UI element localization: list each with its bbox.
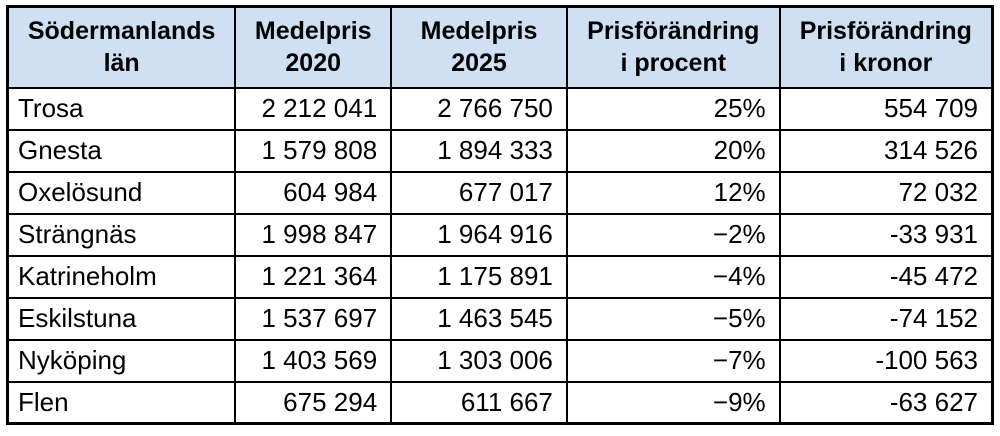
price-change-table: Södermanlands län Medelpris 2020 Medelpr… — [6, 5, 994, 425]
municipality-cell: Katrineholm — [6, 254, 237, 299]
change-percent-cell: −7% — [565, 338, 781, 383]
price-2020-cell: 1 998 847 — [234, 212, 393, 257]
price-2025-cell: 1 894 333 — [390, 128, 568, 173]
change-percent-cell: −9% — [565, 380, 781, 425]
change-kronor-cell: -74 152 — [778, 296, 994, 341]
change-percent-cell: 20% — [565, 128, 781, 173]
price-2025-cell: 677 017 — [390, 170, 568, 215]
change-kronor-cell: 72 032 — [778, 170, 994, 215]
price-2020-cell: 1 221 364 — [234, 254, 393, 299]
price-2020-cell: 1 537 697 — [234, 296, 393, 341]
header-row: Södermanlands län Medelpris 2020 Medelpr… — [6, 5, 994, 89]
price-2025-cell: 1 175 891 — [390, 254, 568, 299]
municipality-cell: Strängnäs — [6, 212, 237, 257]
municipality-cell: Flen — [6, 380, 237, 425]
header-price-2025-line1: Medelpris — [420, 17, 538, 46]
municipality-cell: Trosa — [6, 86, 237, 131]
change-kronor-cell: 554 709 — [778, 86, 994, 131]
change-kronor-cell: -100 563 — [778, 338, 994, 383]
change-percent-cell: −4% — [565, 254, 781, 299]
header-region-line2: län — [103, 49, 140, 78]
table-row: Katrineholm 1 221 364 1 175 891 −4% -45 … — [6, 254, 994, 299]
column-header-change-percent: Prisförändring i procent — [565, 5, 781, 89]
header-region-line1: Södermanlands — [27, 17, 216, 46]
change-kronor-cell: 314 526 — [778, 128, 994, 173]
price-2025-cell: 1 964 916 — [390, 212, 568, 257]
column-header-change-kronor: Prisförändring i kronor — [778, 5, 994, 89]
change-kronor-cell: -63 627 — [778, 380, 994, 425]
header-change-kronor-line1: Prisförändring — [799, 17, 972, 46]
column-header-price-2020: Medelpris 2020 — [234, 5, 393, 89]
price-2020-cell: 1 403 569 — [234, 338, 393, 383]
price-2020-cell: 2 212 041 — [234, 86, 393, 131]
table-row: Trosa 2 212 041 2 766 750 25% 554 709 — [6, 86, 994, 131]
header-change-percent-line1: Prisförändring — [587, 17, 760, 46]
change-percent-cell: −2% — [565, 212, 781, 257]
change-percent-cell: 25% — [565, 86, 781, 131]
table-row: Flen 675 294 611 667 −9% -63 627 — [6, 380, 994, 425]
table-row: Nyköping 1 403 569 1 303 006 −7% -100 56… — [6, 338, 994, 383]
table-row: Strängnäs 1 998 847 1 964 916 −2% -33 93… — [6, 212, 994, 257]
header-price-2020-line1: Medelpris — [254, 17, 372, 46]
header-change-percent-line2: i procent — [620, 49, 727, 78]
table-row: Gnesta 1 579 808 1 894 333 20% 314 526 — [6, 128, 994, 173]
municipality-cell: Eskilstuna — [6, 296, 237, 341]
municipality-cell: Gnesta — [6, 128, 237, 173]
table-header: Södermanlands län Medelpris 2020 Medelpr… — [6, 5, 994, 89]
price-2025-cell: 2 766 750 — [390, 86, 568, 131]
header-price-2020-line2: 2020 — [285, 49, 342, 78]
header-change-kronor-line2: i kronor — [839, 49, 933, 78]
column-header-region: Södermanlands län — [6, 5, 237, 89]
table-row: Oxelösund 604 984 677 017 12% 72 032 — [6, 170, 994, 215]
price-2025-cell: 611 667 — [390, 380, 568, 425]
change-kronor-cell: -45 472 — [778, 254, 994, 299]
price-2020-cell: 604 984 — [234, 170, 393, 215]
change-percent-cell: 12% — [565, 170, 781, 215]
header-price-2025-line2: 2025 — [451, 49, 507, 78]
price-2025-cell: 1 463 545 — [390, 296, 568, 341]
table-body: Trosa 2 212 041 2 766 750 25% 554 709 Gn… — [6, 86, 994, 425]
price-2020-cell: 1 579 808 — [234, 128, 393, 173]
municipality-cell: Oxelösund — [6, 170, 237, 215]
change-percent-cell: −5% — [565, 296, 781, 341]
municipality-cell: Nyköping — [6, 338, 237, 383]
column-header-price-2025: Medelpris 2025 — [390, 5, 568, 89]
table-row: Eskilstuna 1 537 697 1 463 545 −5% -74 1… — [6, 296, 994, 341]
price-2020-cell: 675 294 — [234, 380, 393, 425]
price-2025-cell: 1 303 006 — [390, 338, 568, 383]
change-kronor-cell: -33 931 — [778, 212, 994, 257]
